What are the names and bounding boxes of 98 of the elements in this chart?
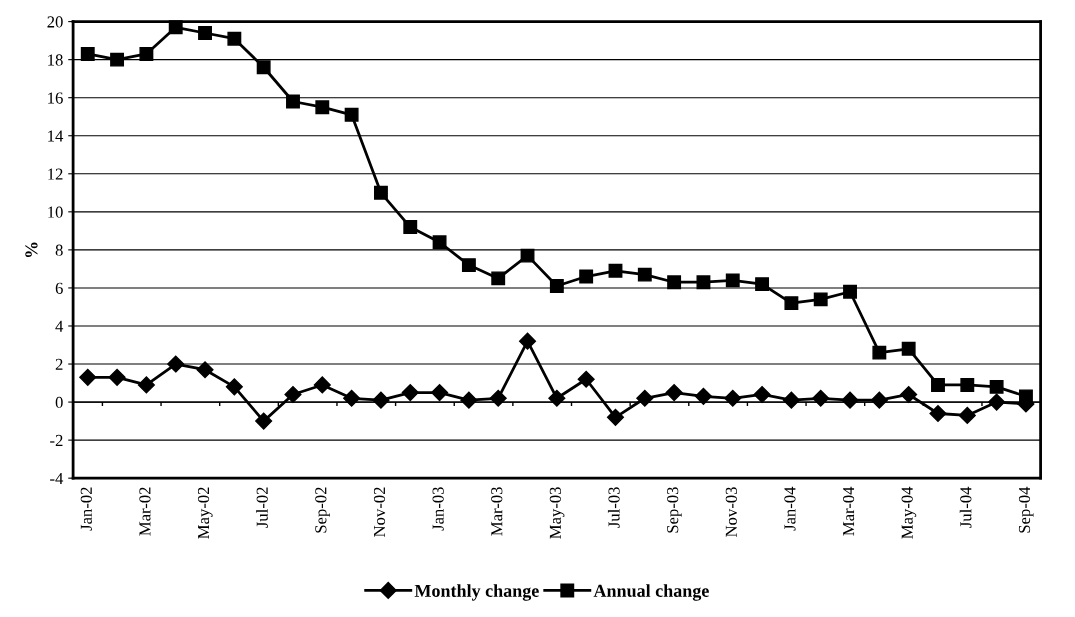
point	[313, 376, 331, 394]
point	[286, 94, 300, 109]
legend-label: Annual change	[593, 584, 709, 601]
point	[782, 391, 800, 409]
point	[255, 412, 273, 430]
x-tick-label: Nov-02	[373, 487, 386, 537]
point	[549, 279, 564, 293]
point	[870, 391, 888, 409]
x-tick-label: May-02	[197, 487, 213, 539]
point	[432, 235, 447, 250]
point	[403, 220, 418, 235]
point	[755, 277, 770, 292]
point	[548, 389, 566, 407]
point	[489, 389, 507, 407]
point	[901, 341, 916, 356]
point	[1018, 389, 1033, 404]
point	[168, 20, 183, 35]
x-tick-label: Sep-02	[315, 487, 330, 533]
x-tick-label: Mar-02	[139, 487, 151, 536]
point	[373, 185, 388, 200]
y-tick-label: 10	[48, 206, 63, 218]
point	[79, 368, 97, 386]
point	[753, 385, 771, 404]
point	[665, 384, 683, 402]
point	[520, 248, 535, 263]
point	[460, 391, 478, 409]
point	[960, 378, 975, 392]
point	[225, 378, 243, 396]
point	[608, 263, 623, 278]
y-tick-label: 18	[48, 54, 63, 66]
y-tick-label: 14	[48, 130, 64, 142]
point	[110, 52, 125, 67]
x-tick-label: Jul-02	[256, 487, 268, 528]
point	[724, 389, 742, 407]
point	[139, 46, 154, 61]
point	[988, 393, 1006, 411]
point	[167, 355, 185, 373]
y-tick-label: 6	[55, 282, 63, 294]
y-tick-label: 0	[55, 396, 63, 409]
y-tick-label: 12	[48, 168, 63, 180]
x-tick-label: Jul-03	[607, 487, 620, 528]
point	[284, 385, 302, 404]
point	[958, 406, 976, 424]
point	[606, 408, 625, 426]
point	[227, 31, 242, 46]
y-tick-label: -2	[50, 434, 63, 446]
point	[80, 46, 95, 61]
x-tick-label: Sep-03	[667, 487, 682, 533]
point	[872, 345, 887, 360]
x-tick-label: Jul-04	[959, 486, 972, 528]
y-tick-label: 4	[55, 320, 64, 332]
point	[137, 376, 155, 394]
point	[431, 384, 449, 402]
point	[461, 258, 476, 273]
point	[108, 368, 126, 386]
y-axis-title: %	[25, 242, 38, 258]
point	[725, 273, 740, 288]
point	[344, 107, 359, 122]
point	[931, 378, 945, 392]
point	[196, 361, 214, 379]
point	[929, 404, 947, 423]
point	[579, 269, 594, 284]
y-tick-label: -4	[50, 472, 64, 484]
legend-label: Monthly change	[414, 584, 539, 601]
point	[372, 391, 390, 409]
y-tick-label: 8	[55, 244, 63, 256]
point	[667, 275, 682, 290]
point	[315, 100, 330, 115]
point	[343, 389, 361, 407]
x-tick-label: Mar-03	[491, 487, 503, 536]
point	[813, 292, 828, 307]
point	[989, 379, 1004, 394]
x-tick-label: Jan-03	[432, 487, 444, 531]
x-tick-label: May-04	[901, 486, 917, 539]
y-tick-label: 20	[47, 16, 63, 28]
point	[577, 370, 595, 388]
point	[256, 60, 271, 75]
x-tick-label: Nov-03	[725, 487, 737, 537]
point	[518, 332, 537, 350]
point	[694, 387, 712, 405]
point	[784, 296, 799, 311]
x-tick-label: Jan-04	[784, 486, 796, 531]
point	[491, 271, 506, 286]
point	[637, 267, 652, 282]
point	[812, 389, 830, 407]
x-tick-label: Mar-04	[842, 486, 855, 536]
point	[696, 275, 711, 290]
x-tick-label: May-03	[549, 487, 565, 539]
point	[636, 389, 654, 407]
point	[843, 284, 857, 299]
point	[900, 385, 918, 404]
point	[401, 384, 419, 402]
y-tick-label: 2	[55, 358, 63, 370]
y-tick-label: 16	[48, 92, 63, 104]
x-tick-label: Sep-04	[1018, 486, 1034, 533]
x-tick-label: Jan-02	[80, 487, 92, 531]
point	[198, 26, 212, 40]
point	[841, 391, 859, 409]
